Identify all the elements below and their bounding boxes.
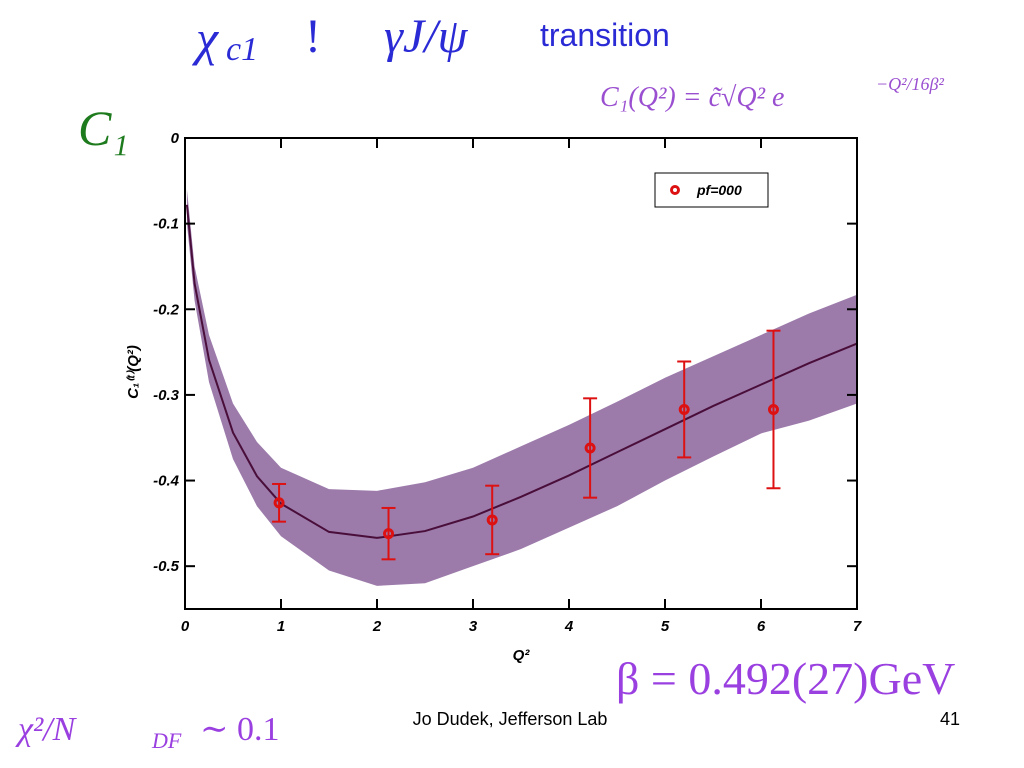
legend-label: pf=000: [696, 182, 742, 198]
data-point: [584, 442, 596, 454]
title-subscript: c1: [226, 31, 258, 68]
beta: β = 0.492(27)GeV: [616, 653, 955, 704]
data-point: [273, 497, 285, 509]
y-tick-label: -0.3: [153, 387, 180, 404]
chi-sub: DF: [151, 728, 182, 753]
x-tick-label: 2: [372, 618, 382, 635]
data-point: [383, 528, 395, 540]
plot-frame: [184, 137, 858, 610]
x-tick-label: 5: [661, 618, 670, 635]
x-tick-label: 1: [277, 618, 285, 635]
x-tick-label: 7: [853, 618, 862, 635]
x-axis-label: Q²: [513, 647, 531, 664]
chi-tail: ∼ 0.1: [200, 711, 280, 748]
y-tick-label: -0.4: [153, 473, 180, 490]
data-point: [678, 403, 690, 415]
y-tick-label: -0.1: [153, 216, 179, 233]
x-tick-label: 3: [469, 618, 478, 635]
y-tick-label: -0.5: [153, 558, 180, 575]
title-product: γJ/ψ: [384, 10, 469, 63]
legend-marker: [670, 185, 680, 195]
y-tick-label: -0.2: [153, 301, 180, 318]
title-arrow: !: [305, 10, 321, 63]
data-point: [767, 403, 779, 415]
legend-box: [654, 172, 769, 208]
footer: Jo Dudek, Jefferson Lab: [413, 709, 608, 729]
title-symbol: χ: [192, 10, 220, 66]
page-number: 41: [940, 709, 960, 729]
x-tick-label: 6: [757, 618, 766, 635]
x-tick-label: 4: [564, 618, 574, 635]
fit-line: [185, 204, 858, 539]
y-tick-label: 0: [171, 130, 180, 147]
formula: C₁(Q²) = c̃√Q² e: [600, 82, 784, 113]
panel-label: C₁: [78, 100, 129, 156]
error-band: [186, 189, 858, 586]
title-word: transition: [540, 17, 670, 53]
y-axis-label: C₁⁽ᵗ⁾(Q²): [125, 345, 142, 399]
formula-exponent: −Q²/16β²: [876, 74, 945, 94]
chi-main: χ²/N: [15, 711, 78, 748]
data-point: [486, 514, 498, 526]
x-tick-label: 0: [181, 618, 190, 635]
